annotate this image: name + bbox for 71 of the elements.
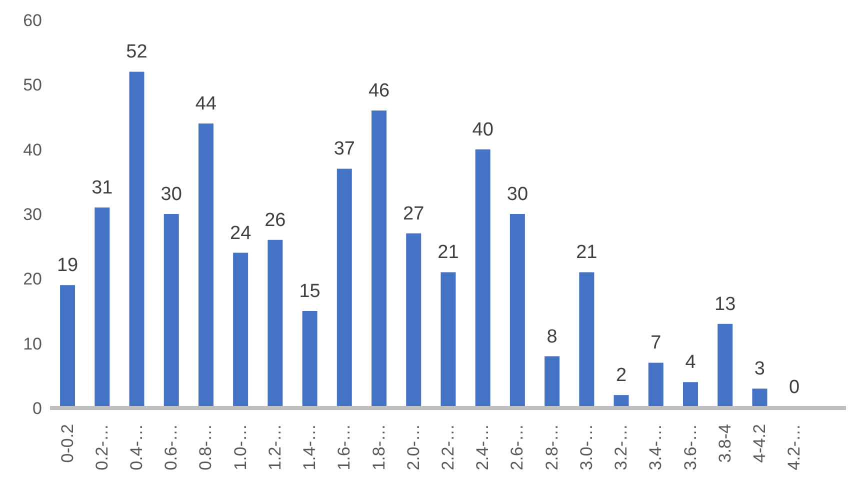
x-tick-label: 1.2-… [265, 424, 284, 470]
bar [60, 285, 76, 408]
bar [682, 382, 698, 408]
data-label: 44 [195, 93, 217, 114]
data-label: 21 [576, 242, 598, 264]
bar [372, 110, 387, 408]
x-tick-label: 3.8-4 [715, 424, 734, 463]
bar [164, 214, 179, 408]
bar [440, 272, 456, 408]
y-tick-label: 40 [23, 140, 42, 160]
bar [233, 252, 248, 408]
x-tick-label: 0-0.2 [58, 424, 77, 463]
data-label: 8 [546, 326, 558, 348]
data-label: 52 [126, 42, 148, 63]
bar [129, 72, 144, 408]
bar [648, 362, 664, 408]
data-label: 24 [230, 222, 252, 244]
y-tick-label: 50 [23, 76, 42, 95]
data-label: 7 [650, 332, 662, 354]
data-label: 0 [789, 377, 800, 398]
x-tick-label: 3.4-… [646, 424, 666, 470]
data-label: 26 [264, 210, 286, 231]
data-label: 15 [299, 281, 320, 302]
x-tick-label: 4.2-… [784, 424, 804, 470]
x-tick-label: 3.6-… [680, 424, 700, 470]
x-tick-label: 0.2-… [92, 424, 112, 470]
bar [198, 123, 214, 408]
x-tick-label: 3.2-… [612, 424, 631, 470]
data-label: 19 [56, 255, 78, 276]
y-tick-label: 20 [23, 270, 42, 289]
x-tick-label: 3.0-… [576, 424, 596, 470]
data-label: 40 [472, 119, 494, 140]
bar [336, 168, 352, 408]
data-label: 3 [754, 358, 765, 380]
y-tick-label: 0 [32, 399, 42, 418]
bar [268, 240, 283, 408]
bar [94, 208, 110, 408]
y-tick-label: 10 [23, 334, 42, 354]
x-tick-label: 0.6-… [162, 424, 181, 470]
bar [718, 324, 733, 408]
data-label: 27 [403, 203, 424, 224]
x-tick-label: 2.2-… [438, 424, 458, 470]
y-tick-label: 30 [23, 205, 42, 224]
bar [579, 272, 594, 408]
data-label: 4 [685, 352, 696, 374]
data-label: 21 [438, 242, 459, 264]
x-tick-label: 0.4-… [127, 424, 146, 470]
bar [406, 233, 422, 408]
data-label: 30 [506, 184, 528, 205]
y-tick-label: 60 [23, 11, 42, 30]
x-tick-label: 0.8-… [196, 424, 216, 470]
bar [752, 388, 768, 408]
x-tick-label: 4-4.2 [750, 424, 769, 463]
bar [475, 149, 490, 408]
x-tick-label: 1.6-… [334, 424, 354, 470]
x-tick-label: 2.6-… [508, 424, 527, 470]
x-tick-label: 1.4-… [300, 424, 320, 470]
x-tick-label: 1.0-… [230, 424, 250, 470]
bar [302, 311, 318, 408]
x-tick-label: 2.0-… [404, 424, 423, 470]
data-label: 13 [714, 294, 736, 315]
x-tick-label: 2.8-… [542, 424, 562, 470]
x-tick-label: 1.8-… [369, 424, 388, 470]
bar [510, 214, 525, 408]
data-label: 30 [160, 184, 182, 205]
x-tick-label: 2.4-… [473, 424, 492, 470]
data-label: 46 [368, 80, 390, 102]
data-label: 31 [92, 178, 113, 199]
data-label: 2 [616, 365, 627, 386]
data-label: 37 [334, 138, 355, 160]
bar [544, 356, 560, 408]
